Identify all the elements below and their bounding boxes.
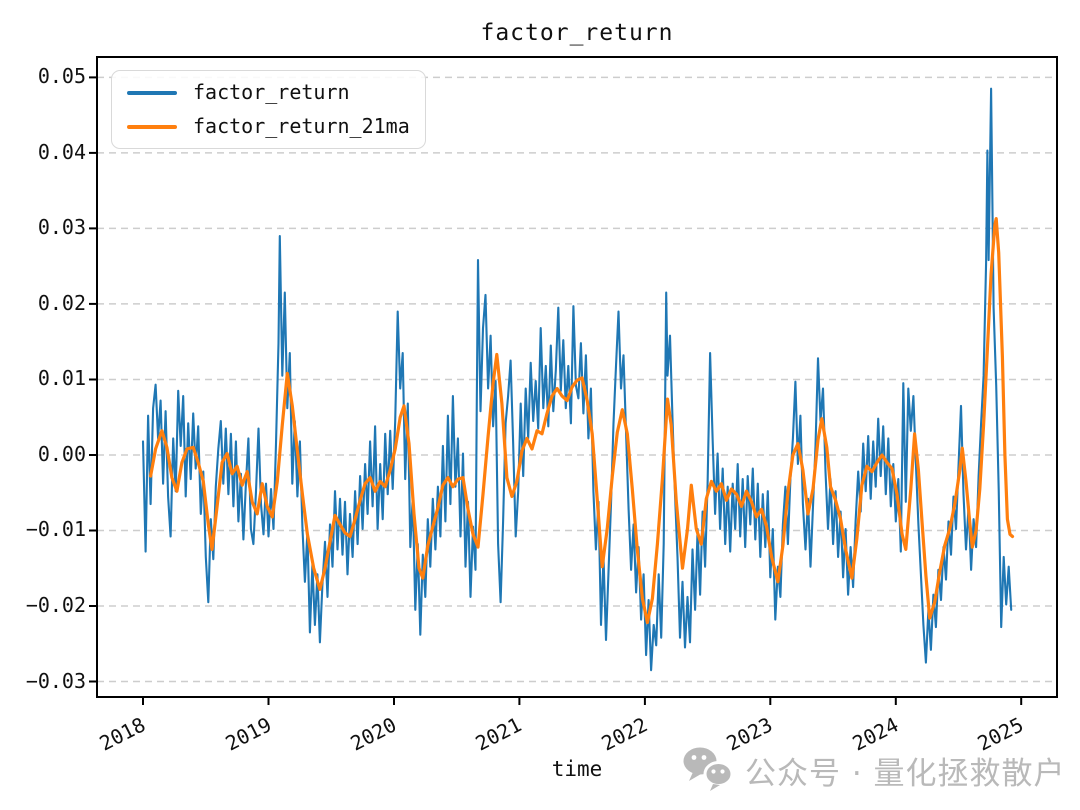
y-tick-label: 0.03 bbox=[37, 215, 86, 240]
y-tick-label: 0.04 bbox=[37, 139, 86, 164]
chart-title: factor_return bbox=[480, 20, 674, 46]
watermark: 公众号 · 量化拯救散户 bbox=[680, 744, 1066, 796]
watermark-text: 公众号 · 量化拯救散户 bbox=[745, 755, 1066, 792]
series-factor_return bbox=[141, 87, 1013, 672]
series-factor_return_21ma bbox=[149, 217, 1015, 625]
x-axis-label: time bbox=[551, 757, 603, 781]
legend-item-factor-return-21ma: factor_return_21ma bbox=[127, 114, 410, 139]
y-tick-label: −0.03 bbox=[25, 668, 86, 693]
y-tick-label: −0.01 bbox=[25, 517, 86, 542]
wechat-icon bbox=[680, 744, 736, 796]
legend: factor_return factor_return_21ma bbox=[111, 70, 426, 149]
y-tick-label: 0.01 bbox=[37, 366, 86, 391]
axes-frame bbox=[96, 56, 1058, 698]
y-tick-label: 0.02 bbox=[37, 290, 86, 315]
legend-line-swatch-orange bbox=[127, 124, 177, 129]
y-tick-label: 0.05 bbox=[37, 64, 86, 89]
y-tick-label: 0.00 bbox=[37, 441, 86, 466]
legend-label: factor_return bbox=[193, 80, 350, 104]
y-tick-label: −0.02 bbox=[25, 593, 86, 617]
legend-item-factor-return: factor_return bbox=[127, 80, 410, 105]
legend-label: factor_return_21ma bbox=[193, 114, 410, 138]
legend-line-swatch-blue bbox=[127, 90, 177, 95]
